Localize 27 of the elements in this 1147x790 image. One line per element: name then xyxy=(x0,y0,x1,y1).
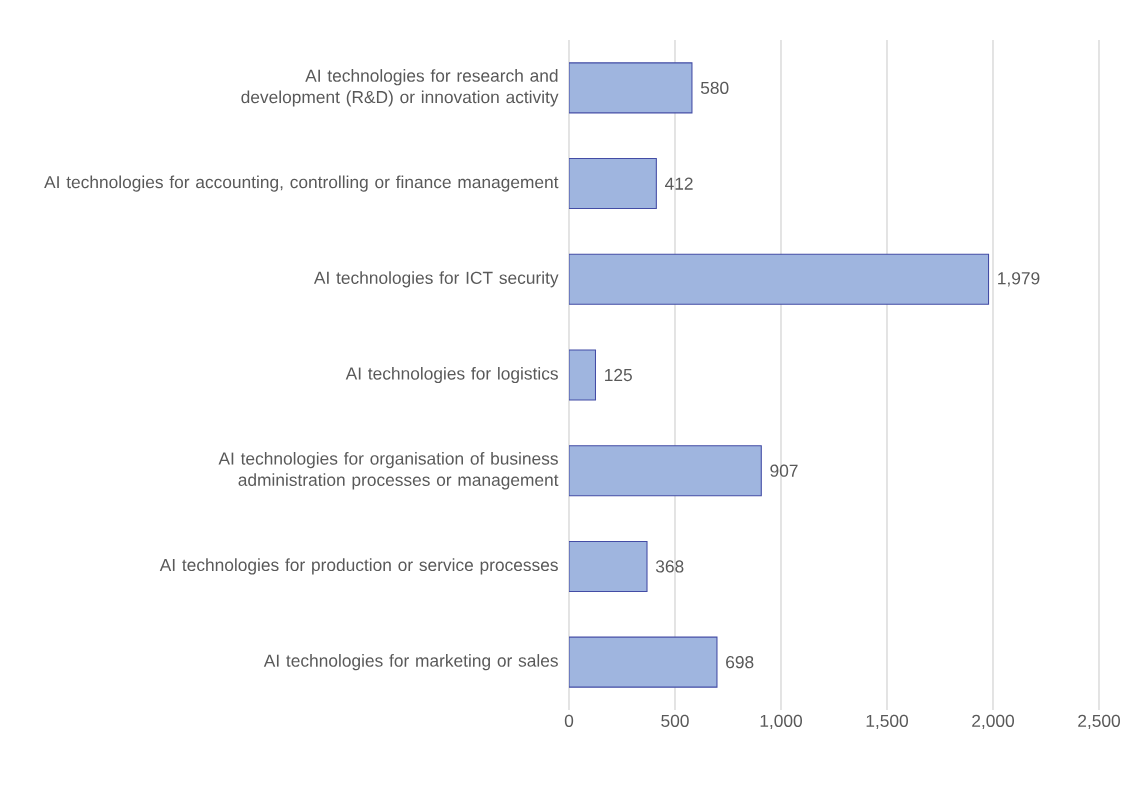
y-tick-label: AI technologies for marketing or sales xyxy=(263,654,558,671)
data-label: 125 xyxy=(605,368,632,382)
x-tick-label: 1,500 xyxy=(866,714,909,730)
data-label: 907 xyxy=(770,464,798,477)
x-tick-label: 1,000 xyxy=(760,714,803,730)
y-tick-label: AI technologies for production or service processes xyxy=(159,558,558,575)
x-tick-label: 500 xyxy=(661,714,689,727)
bar xyxy=(569,540,648,592)
data-label: 412 xyxy=(665,177,693,190)
x-tick-label: 2,000 xyxy=(972,714,1015,730)
bar xyxy=(569,445,762,497)
bar xyxy=(569,253,990,305)
data-label: 698 xyxy=(726,656,754,669)
x-tick-label: 0 xyxy=(564,714,574,727)
data-label: 368 xyxy=(655,560,684,573)
bar xyxy=(569,636,718,688)
y-tick-label: AI technologies for research and development (R&D) or innovation activity xyxy=(241,69,559,107)
y-tick-label: AI technologies for logistics xyxy=(345,366,558,384)
x-tick-label: 2,500 xyxy=(1078,714,1121,730)
bar xyxy=(569,158,657,210)
y-tick-label: AI technologies for accounting, controlling or finance management xyxy=(44,175,559,192)
bar xyxy=(569,349,597,401)
data-label: 580 xyxy=(700,81,729,94)
y-tick-label: AI technologies for ICT security xyxy=(313,271,559,288)
y-tick-label: AI technologies for organisation of business administration processes or management xyxy=(218,451,559,490)
bar xyxy=(569,62,693,114)
data-label: 1,979 xyxy=(998,272,1040,287)
